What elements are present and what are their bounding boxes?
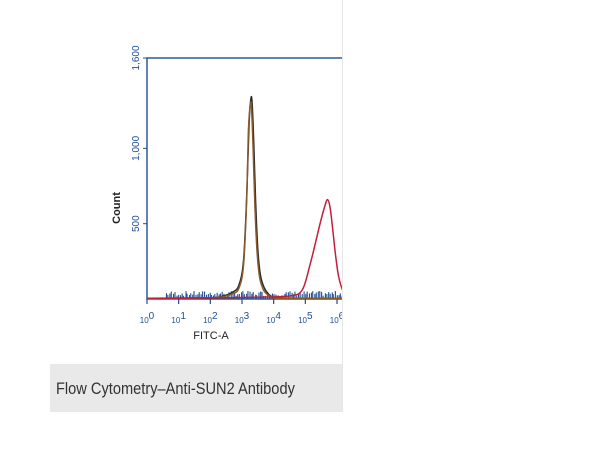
x-tick-label: 100 (140, 311, 155, 325)
x-tick-label: 104 (266, 311, 281, 325)
x-tick-label: 105 (298, 311, 313, 325)
x-tick-label: 106 (330, 311, 342, 325)
plot-frame (146, 57, 342, 300)
x-tick-label: 103 (235, 311, 250, 325)
axis-labels: Count FITC-A (111, 192, 229, 342)
x-tick-label: 102 (203, 311, 218, 325)
plot-border (146, 57, 342, 300)
x-tick-label: 101 (171, 311, 186, 325)
y-tick-label: 1,600 (131, 45, 142, 70)
histogram-series (146, 95, 342, 300)
figure-caption: Flow Cytometry–Anti-SUN2 Antibody (56, 379, 295, 398)
x-axis-label: FITC-A (193, 330, 229, 342)
y-axis-label: Count (111, 192, 123, 224)
y-tick-label: 1,000 (131, 135, 142, 160)
isotype-control-line (146, 95, 342, 300)
caption-bar: Flow Cytometry–Anti-SUN2 Antibody (50, 364, 342, 412)
flow-cytometry-chart: 5001,0001,600100101102103104105106107.2 … (111, 45, 342, 342)
unstained-control-line (146, 101, 342, 300)
figure-card: 5001,0001,600100101102103104105106107.2 … (50, 0, 343, 412)
y-tick-label: 500 (131, 215, 142, 232)
anti-sun2-line (146, 198, 342, 300)
